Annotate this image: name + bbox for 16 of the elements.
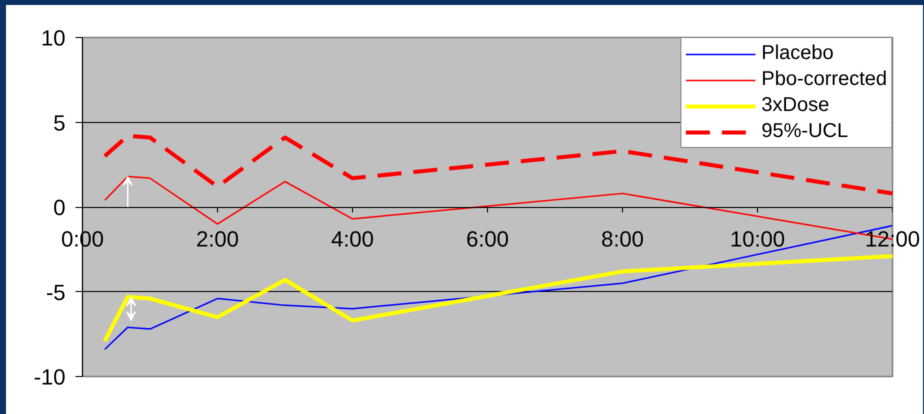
y-tick-label: -5 — [46, 280, 66, 305]
x-tick-label: 4:00 — [331, 226, 374, 252]
x-tick-label: 8:00 — [601, 226, 644, 252]
legend-label: Placebo — [761, 42, 834, 65]
y-tick-label: -10 — [34, 364, 66, 390]
x-tick-label: 12:00 — [864, 226, 920, 252]
legend-label: 95%-UCL — [761, 120, 848, 143]
y-tick-label: 0 — [53, 195, 66, 220]
y-tick-label: 5 — [53, 110, 66, 136]
x-tick-label: 2:00 — [196, 226, 239, 252]
line-series — [102, 254, 892, 343]
legend-label: Pbo-corrected — [761, 68, 887, 91]
legend-label: 3xDose — [761, 94, 830, 117]
x-tick-label: 10:00 — [730, 226, 786, 252]
y-tick-label: 10 — [41, 26, 66, 50]
x-tick-label: 6:00 — [466, 226, 509, 252]
